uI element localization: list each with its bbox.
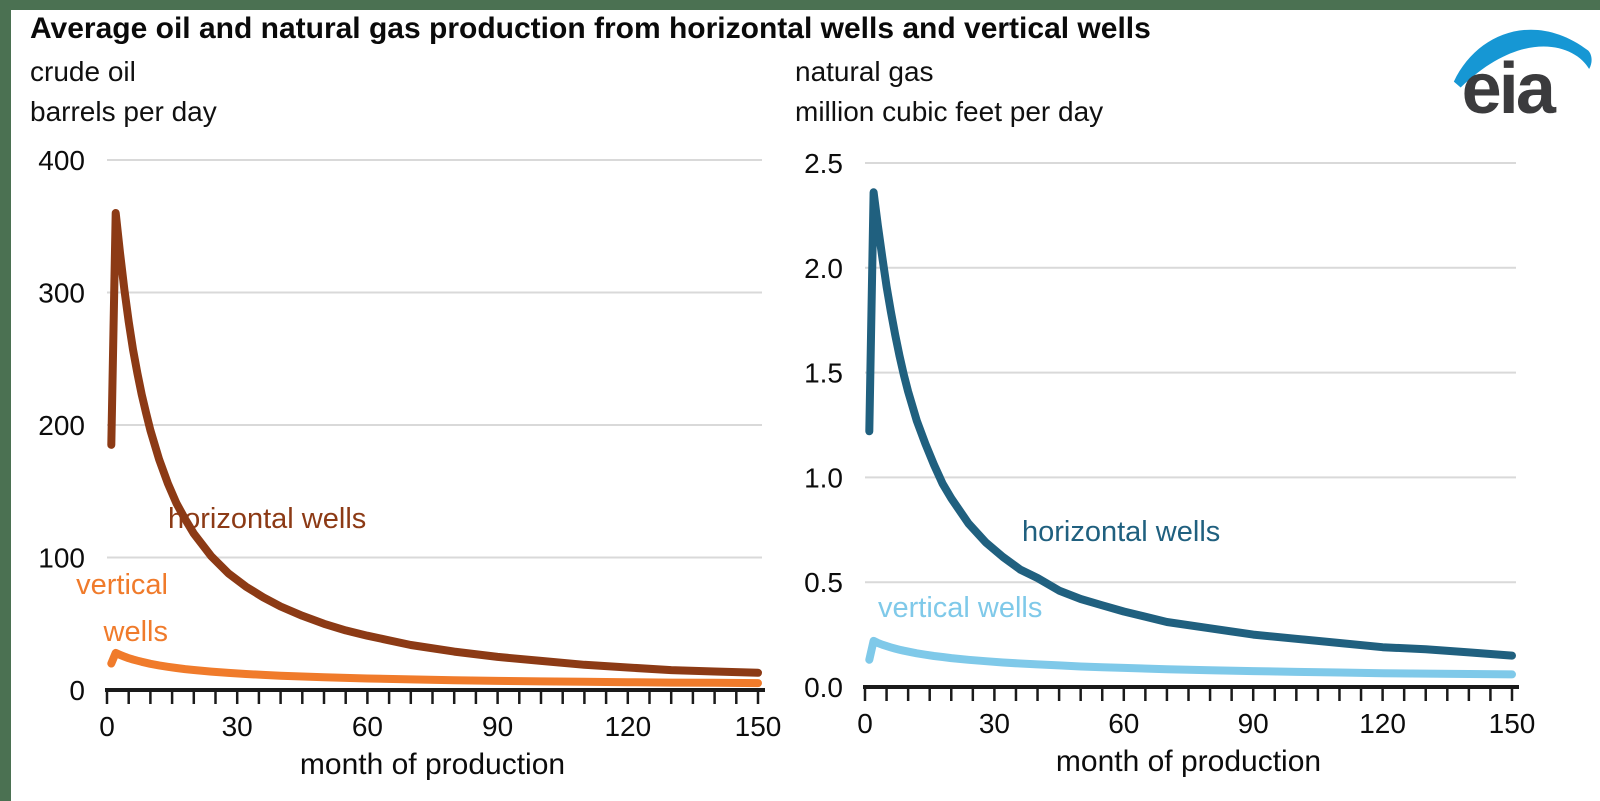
svg-text:month of production: month of production (1056, 745, 1321, 778)
svg-text:60: 60 (1108, 708, 1139, 739)
svg-text:60: 60 (352, 711, 383, 742)
svg-text:1.0: 1.0 (804, 462, 843, 493)
logo-swoosh-icon (1453, 29, 1592, 88)
logo-text: eia (1462, 49, 1557, 118)
svg-text:120: 120 (1359, 708, 1406, 739)
natural-gas-unit-label: million cubic feet per day (795, 96, 1104, 127)
series-line-vertical-wells (865, 636, 1516, 679)
svg-text:300: 300 (38, 278, 85, 309)
svg-text:90: 90 (482, 711, 513, 742)
svg-text:0: 0 (69, 675, 85, 706)
svg-text:1.5: 1.5 (804, 358, 843, 389)
svg-text:0.5: 0.5 (804, 567, 843, 598)
crude-oil-subtitle: crude oil barrels per day (30, 52, 217, 132)
svg-text:2.5: 2.5 (804, 148, 843, 179)
svg-text:0: 0 (99, 711, 115, 742)
svg-text:120: 120 (604, 711, 651, 742)
svg-text:400: 400 (38, 145, 85, 176)
svg-text:100: 100 (38, 543, 85, 574)
svg-text:0.0: 0.0 (804, 672, 843, 703)
series-line-vertical-wells (107, 648, 762, 688)
svg-text:200: 200 (38, 410, 85, 441)
svg-text:30: 30 (979, 708, 1010, 739)
svg-text:2.0: 2.0 (804, 253, 843, 284)
svg-text:150: 150 (735, 711, 782, 742)
series-line-horizontal-wells (865, 188, 1516, 660)
svg-text:0: 0 (857, 708, 873, 739)
crude-oil-panel-title: crude oil (30, 56, 136, 87)
svg-text:150: 150 (1489, 708, 1536, 739)
eia-logo: eia (1453, 29, 1592, 118)
natural-gas-panel-title: natural gas (795, 56, 934, 87)
oil-horizontal-wells-label: horizontal wells (168, 503, 367, 535)
svg-text:month of production: month of production (300, 748, 565, 781)
svg-text:30: 30 (222, 711, 253, 742)
green-border-top (0, 0, 1600, 10)
series-line-horizontal-wells (107, 209, 762, 677)
green-border-left (0, 0, 11, 801)
gas-vertical-wells-label: vertical wells (878, 592, 1043, 624)
crude-oil-chart: 0 100 200 300 400 0 30 60 90 120 150 month of produ… (38, 145, 781, 781)
oil-vertical-wells-label-line2: wells (103, 616, 168, 648)
oil-vertical-wells-label: vertical wells (28, 562, 168, 656)
natural-gas-chart: 0.0 0.5 1.0 1.5 2.0 2.5 0 30 60 90 120 150 month of … (804, 148, 1535, 778)
gas-horizontal-wells-label: horizontal wells (1022, 516, 1221, 548)
crude-oil-unit-label: barrels per day (30, 96, 217, 127)
oil-vertical-wells-label-line1: vertical (76, 569, 168, 601)
natural-gas-subtitle: natural gas million cubic feet per day (795, 52, 1103, 132)
svg-text:90: 90 (1238, 708, 1269, 739)
page-title: Average oil and natural gas production f… (30, 12, 1151, 45)
